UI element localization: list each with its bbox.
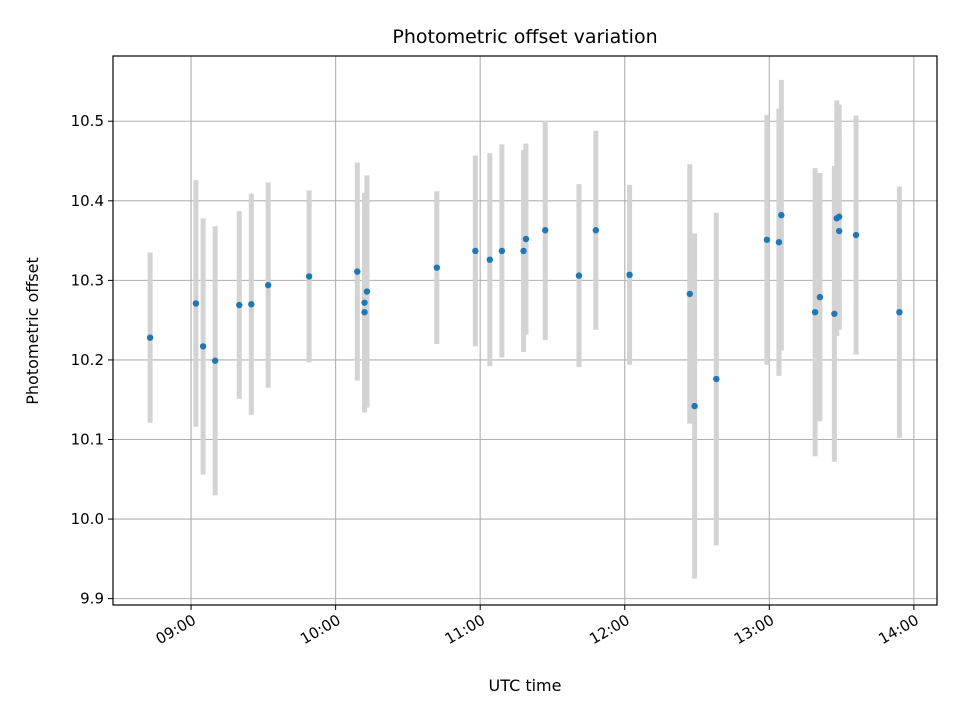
data-point — [522, 235, 530, 243]
data-point — [686, 290, 693, 298]
y-tick-label: 10.4 — [71, 192, 104, 210]
data-point — [592, 227, 600, 234]
data-point — [433, 264, 441, 271]
data-point — [713, 375, 720, 383]
data-point — [811, 309, 819, 316]
y-axis: 9.9 10.0 10.1 10.2 10.3 10.4 10.5 — [71, 112, 113, 608]
y-tick-label: 10.5 — [71, 112, 104, 130]
data-point — [361, 309, 368, 316]
data-point — [778, 211, 785, 219]
data-point — [211, 357, 219, 364]
y-tick-label: 9.9 — [80, 590, 104, 608]
data-point — [472, 247, 479, 255]
data-point — [835, 227, 843, 235]
data-point — [575, 272, 583, 279]
data-point — [354, 268, 361, 275]
data-point — [146, 334, 154, 341]
data-point — [831, 310, 838, 317]
data-point — [361, 299, 368, 306]
data-point — [896, 309, 903, 316]
data-point — [264, 281, 272, 289]
data-point — [542, 227, 549, 234]
y-tick-label: 10.2 — [71, 351, 104, 369]
data-point — [775, 238, 783, 246]
y-tick-label: 10.1 — [71, 431, 104, 449]
data-point — [626, 271, 633, 279]
plot-frame — [112, 55, 938, 606]
data-point — [816, 293, 824, 301]
data-point — [498, 247, 506, 255]
data-point — [248, 301, 255, 308]
y-axis-label: Photometric offset — [23, 257, 42, 405]
data-point — [835, 213, 843, 220]
data-point — [363, 288, 371, 295]
data-point — [305, 273, 313, 280]
data-point — [691, 402, 698, 410]
chart-title: Photometric offset variation — [392, 26, 657, 48]
x-axis-label: UTC time — [489, 676, 562, 695]
data-point — [199, 343, 207, 350]
data-point — [763, 236, 771, 243]
data-point — [192, 300, 200, 307]
y-tick-label: 10.3 — [71, 271, 104, 289]
y-tick-label: 10.0 — [71, 510, 104, 528]
data-point — [486, 256, 494, 263]
data-point — [520, 247, 527, 255]
data-points — [146, 211, 903, 410]
data-point — [852, 231, 860, 239]
data-point — [236, 301, 243, 309]
